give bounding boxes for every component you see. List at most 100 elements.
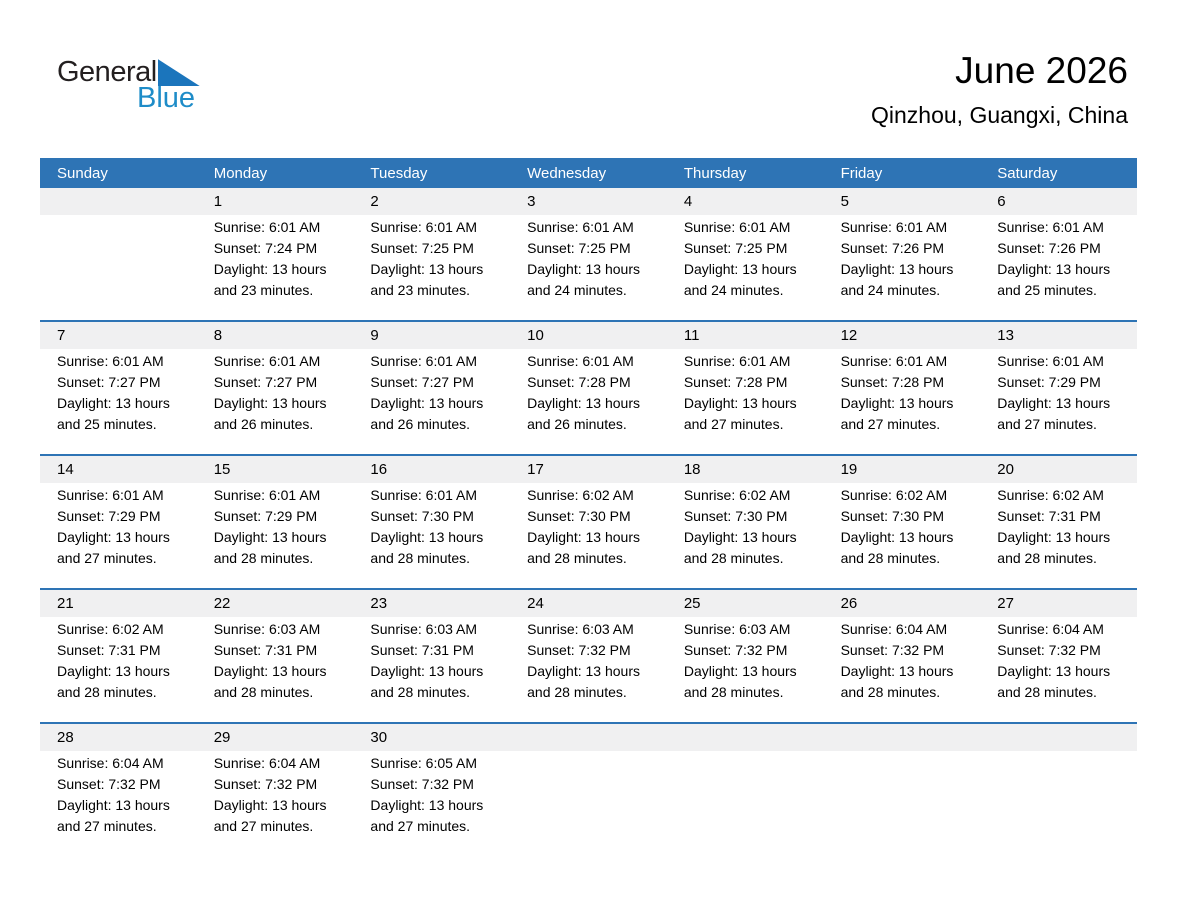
day-number: 16 (370, 461, 388, 478)
sunrise-label: Sunrise: (213, 621, 266, 637)
daylight-value: 13 hours and 25 minutes. (997, 261, 1111, 298)
daylight-line: Daylight: 13 hours and 28 minutes. (997, 527, 1129, 569)
sunset-label: Sunset: (213, 642, 262, 658)
daylight-label: Daylight: (840, 395, 896, 411)
daylight-value: 13 hours and 28 minutes. (370, 529, 484, 566)
sunrise-label: Sunrise: (840, 621, 892, 637)
day-cell: Sunrise: 6:01 AM Sunset: 7:28 PM Daylight:… (824, 349, 981, 454)
daylight-line: Daylight: 13 hours and 28 minutes. (841, 661, 973, 703)
sunset-value: 7:31 PM (421, 642, 474, 658)
sunset-line: Sunset: 7:27 PM (214, 372, 346, 393)
day-cell: Sunrise: 6:01 AM Sunset: 7:28 PM Daylight:… (667, 349, 824, 454)
sunrise-label: Sunrise: (213, 219, 266, 235)
week-row: 14 15 16 17 18 19 20 Sunrise: 6:01 AM Sunset: 7:… (40, 454, 1137, 588)
week-row: 28 29 30 Sunrise: 6:04 AM Sunset: 7:32 PM Day… (40, 722, 1137, 856)
daylight-line: Daylight: 13 hours and 28 minutes. (370, 527, 502, 569)
sunset-label: Sunset: (527, 374, 575, 390)
daylight-line: Daylight: 13 hours and 27 minutes. (57, 795, 189, 837)
daylight-value: 13 hours and 27 minutes. (370, 797, 484, 834)
sunrise-label: Sunrise: (683, 621, 736, 637)
sunset-line: Sunset: 7:32 PM (370, 774, 502, 795)
sunrise-label: Sunrise: (527, 487, 579, 503)
daylight-value: 13 hours and 23 minutes. (370, 261, 484, 298)
sunrise-value: 6:01 AM (425, 219, 478, 235)
day-number: 17 (527, 461, 544, 478)
day-cell: Sunrise: 6:01 AM Sunset: 7:27 PM Daylight:… (40, 349, 197, 454)
sunset-value: 7:31 PM (265, 642, 318, 658)
sunrise-value: 6:02 AM (1052, 487, 1104, 503)
daylight-value: 13 hours and 27 minutes. (57, 797, 170, 834)
sunrise-value: 6:01 AM (739, 353, 791, 369)
daylight-label: Daylight: (683, 395, 739, 411)
sunrise-value: 6:01 AM (268, 219, 321, 235)
daylight-value: 13 hours and 28 minutes. (527, 529, 640, 566)
day-number-band: 1 2 3 4 5 6 (40, 188, 1137, 215)
daylight-value: 13 hours and 27 minutes. (213, 797, 327, 834)
sunrise-label: Sunrise: (370, 621, 422, 637)
daylight-line: Daylight: 13 hours and 27 minutes. (997, 393, 1129, 435)
sunrise-line: Sunrise: 6:01 AM (841, 351, 973, 372)
day-number: 23 (370, 595, 388, 612)
sunset-value: 7:32 PM (1048, 642, 1101, 658)
sunrise-value: 6:05 AM (425, 755, 478, 771)
daylight-label: Daylight: (527, 529, 582, 545)
weekday-header-wednesday: Wednesday (527, 164, 607, 182)
sunrise-line: Sunrise: 6:03 AM (370, 619, 502, 640)
sunset-line: Sunset: 7:32 PM (527, 640, 659, 661)
sunrise-label: Sunrise: (683, 487, 736, 503)
sunrise-value: 6:03 AM (268, 621, 321, 637)
daylight-value: 13 hours and 26 minutes. (213, 395, 327, 432)
sunrise-value: 6:01 AM (1052, 353, 1104, 369)
sunrise-line: Sunrise: 6:01 AM (214, 485, 346, 506)
sunrise-value: 6:01 AM (112, 353, 164, 369)
day-number: 12 (840, 327, 858, 344)
day-number (40, 188, 197, 215)
sunset-line: Sunset: 7:30 PM (841, 506, 973, 527)
daylight-line: Daylight: 13 hours and 28 minutes. (527, 527, 659, 569)
day-cell: Sunrise: 6:02 AM Sunset: 7:30 PM Daylight:… (510, 483, 667, 588)
sunset-line: Sunset: 7:25 PM (370, 238, 502, 259)
sunrise-line: Sunrise: 6:01 AM (997, 217, 1129, 238)
sunrise-line: Sunrise: 6:04 AM (841, 619, 973, 640)
day-number: 9 (370, 327, 379, 344)
daylight-value: 13 hours and 26 minutes. (370, 395, 484, 432)
sunrise-label: Sunrise: (213, 353, 266, 369)
day-number: 5 (840, 193, 849, 210)
sunset-value: 7:29 PM (265, 508, 318, 524)
daylight-label: Daylight: (997, 261, 1052, 277)
daylight-label: Daylight: (683, 261, 739, 277)
sunrise-line: Sunrise: 6:04 AM (57, 753, 189, 774)
daylight-line: Daylight: 13 hours and 27 minutes. (214, 795, 346, 837)
sunrise-label: Sunrise: (57, 621, 109, 637)
day-number: 30 (370, 729, 388, 746)
daylight-line: Daylight: 13 hours and 28 minutes. (57, 661, 189, 703)
day-cell: Sunrise: 6:02 AM Sunset: 7:30 PM Daylight:… (824, 483, 981, 588)
sunrise-label: Sunrise: (370, 755, 422, 771)
daylight-label: Daylight: (527, 663, 582, 679)
sunset-value: 7:29 PM (108, 508, 161, 524)
sunset-line: Sunset: 7:29 PM (214, 506, 346, 527)
logo-word-general-row: General (57, 56, 200, 89)
day-cell: Sunrise: 6:04 AM Sunset: 7:32 PM Daylight:… (980, 617, 1137, 722)
day-number (667, 724, 824, 751)
sunrise-value: 6:02 AM (739, 487, 791, 503)
sunset-value: 7:25 PM (735, 240, 788, 256)
sunset-line: Sunset: 7:32 PM (997, 640, 1129, 661)
sunrise-line: Sunrise: 6:01 AM (57, 485, 189, 506)
day-number: 4 (683, 193, 693, 210)
daylight-value: 13 hours and 28 minutes. (57, 663, 170, 700)
sunset-value: 7:32 PM (265, 776, 318, 792)
sunset-value: 7:27 PM (265, 374, 318, 390)
sunrise-label: Sunrise: (840, 353, 892, 369)
sunrise-line: Sunrise: 6:02 AM (997, 485, 1129, 506)
sunset-label: Sunset: (370, 374, 418, 390)
daylight-line: Daylight: 13 hours and 26 minutes. (214, 393, 346, 435)
sunrise-value: 6:01 AM (112, 487, 164, 503)
daylight-line: Daylight: 13 hours and 27 minutes. (841, 393, 973, 435)
sunset-line: Sunset: 7:31 PM (57, 640, 189, 661)
daylight-value: 13 hours and 28 minutes. (213, 663, 327, 700)
sunset-label: Sunset: (683, 642, 732, 658)
sunrise-line: Sunrise: 6:04 AM (997, 619, 1129, 640)
sunset-value: 7:30 PM (891, 508, 945, 524)
